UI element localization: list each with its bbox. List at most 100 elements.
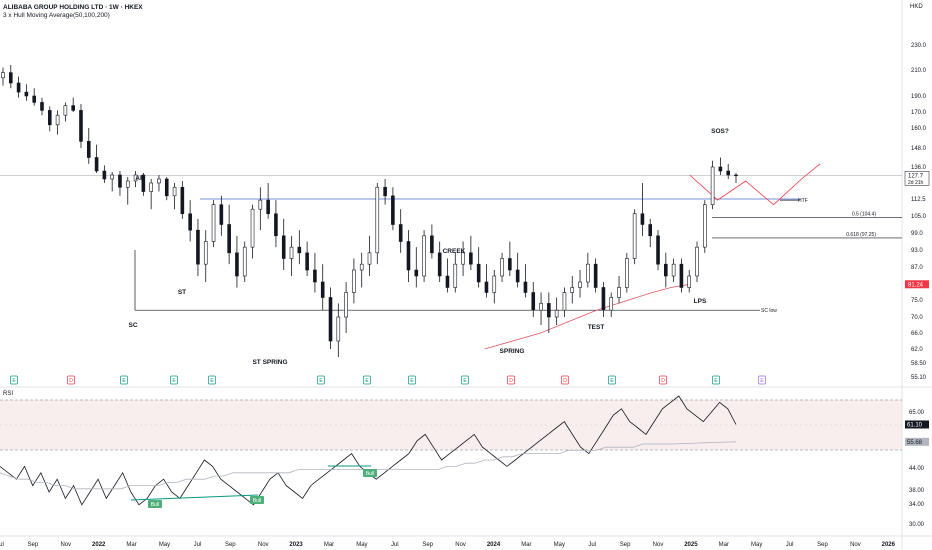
earnings-marker[interactable]	[507, 375, 515, 385]
candle-body	[16, 82, 21, 93]
candle-body	[281, 235, 286, 259]
earnings-marker[interactable]	[461, 375, 469, 385]
earnings-marker-label: D	[563, 378, 567, 384]
candle-body	[523, 281, 528, 293]
earnings-marker[interactable]	[67, 375, 75, 385]
candle-body	[484, 281, 489, 293]
earnings-marker[interactable]	[363, 375, 371, 385]
time-axis-tick: May	[751, 542, 762, 548]
candle-body	[656, 235, 660, 265]
time-axis-tick: Jul	[588, 542, 596, 548]
level-label: SC low	[761, 308, 777, 314]
candle-body	[726, 170, 731, 176]
candle-body	[453, 263, 458, 288]
time-axis-tick: 2025	[684, 542, 698, 548]
candle-body	[258, 199, 263, 210]
price-axis-tick: 75.0	[911, 298, 923, 304]
earnings-marker[interactable]	[408, 375, 416, 385]
bull-divergence-badge[interactable]	[250, 496, 264, 504]
candle-body	[640, 213, 645, 225]
earnings-marker[interactable]	[659, 375, 667, 385]
rsi-axis-tick: 30.00	[909, 522, 925, 528]
time-axis-tick: Nov	[850, 542, 861, 548]
candle-body	[289, 246, 294, 259]
candle-body	[125, 180, 130, 188]
candle-body	[118, 174, 122, 188]
candle-body	[71, 105, 75, 111]
wyckoff-annotation[interactable]: SPRING	[500, 348, 525, 355]
earnings-marker-label: E	[463, 378, 467, 384]
earnings-marker[interactable]	[208, 375, 216, 385]
candle-body	[336, 316, 341, 342]
price-axis-tick: 93.0	[911, 248, 923, 254]
candle-body	[469, 252, 473, 265]
bull-divergence-badge[interactable]	[148, 500, 162, 508]
rsi-axis-tick: 34.00	[909, 502, 925, 508]
indicator-legend[interactable]: 3 x Hull Moving Average(50,100,200)	[3, 12, 110, 19]
earnings-marker-label: D	[661, 378, 665, 384]
candle-body	[383, 186, 387, 197]
candle-body	[32, 95, 36, 103]
candle-body	[531, 292, 536, 311]
candle-body	[86, 141, 91, 158]
earnings-marker-label: E	[12, 378, 16, 384]
time-axis-tick: Nov	[653, 542, 664, 548]
time-axis-tick: Sep	[28, 542, 39, 548]
wyckoff-annotation[interactable]: AR	[135, 175, 145, 182]
time-axis-tick: May	[356, 542, 367, 548]
earnings-marker[interactable]	[10, 375, 18, 385]
wyckoff-annotation[interactable]: SC	[128, 322, 137, 329]
candle-body	[515, 269, 520, 283]
time-axis-tick: 2026	[882, 542, 896, 548]
wyckoff-annotation[interactable]: ST	[178, 289, 186, 296]
time-axis-tick: Nov	[455, 542, 466, 548]
candle-body	[406, 241, 411, 271]
candle-body	[375, 186, 380, 254]
price-axis-tick: 105.0	[911, 214, 927, 220]
candle-body	[632, 213, 637, 259]
candle-body	[55, 114, 60, 126]
price-axis-tick: 210.0	[911, 68, 927, 74]
candle-body	[305, 252, 309, 271]
wyckoff-annotation[interactable]: ST SPRING	[252, 359, 287, 366]
earnings-marker-label: D	[509, 378, 513, 384]
candle-body	[695, 246, 699, 277]
price-axis-tick: 112.5	[911, 197, 926, 203]
rsi-value-label: 55.68	[907, 440, 923, 446]
price-axis-tick: 70.0	[911, 315, 923, 321]
wyckoff-annotation[interactable]: SOS?	[711, 128, 729, 135]
earnings-marker[interactable]	[608, 375, 616, 385]
time-axis-tick: 2024	[487, 542, 501, 548]
earnings-marker[interactable]	[712, 375, 720, 385]
wyckoff-annotation[interactable]: LPS	[694, 298, 707, 305]
earnings-marker[interactable]	[561, 375, 569, 385]
time-axis-tick: Jul	[0, 542, 4, 548]
candle-body	[102, 170, 107, 180]
time-axis-tick: Jul	[391, 542, 399, 548]
candle-body	[227, 224, 231, 254]
wyckoff-annotation[interactable]: CREEK	[443, 248, 466, 255]
candle-body	[47, 110, 52, 126]
wyckoff-annotation[interactable]: TEST	[588, 324, 605, 331]
earnings-marker[interactable]	[758, 375, 766, 385]
time-axis-tick: Sep	[225, 542, 236, 548]
bull-divergence-label: Bull	[151, 502, 159, 508]
candle-body	[586, 263, 590, 283]
candle-body	[601, 287, 606, 311]
candle-body	[570, 287, 575, 293]
earnings-marker[interactable]	[120, 375, 128, 385]
price-axis-tick: 87.0	[911, 265, 923, 271]
price-label-box	[905, 280, 929, 289]
candle-body	[344, 292, 348, 318]
candle-body	[359, 263, 364, 271]
time-axis-tick: 2023	[289, 542, 303, 548]
candle-body	[63, 105, 68, 116]
candle-body	[625, 258, 629, 288]
rsi-axis-tick: 65.00	[909, 410, 925, 416]
bull-divergence-badge[interactable]	[363, 469, 377, 477]
earnings-marker[interactable]	[317, 375, 325, 385]
bull-divergence-line	[130, 494, 259, 501]
candle-body	[547, 303, 551, 318]
earnings-marker[interactable]	[170, 375, 178, 385]
